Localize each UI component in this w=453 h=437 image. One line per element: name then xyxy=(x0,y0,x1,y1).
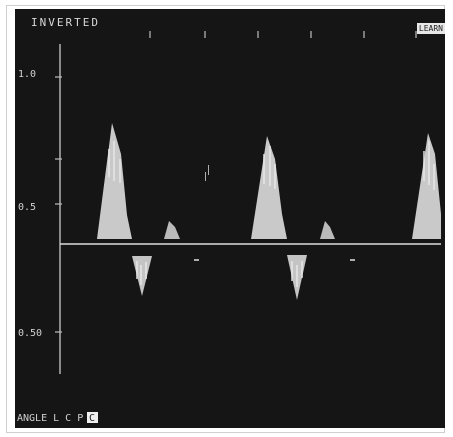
corner-tag: LEARN xyxy=(416,23,445,34)
y-tick-marks xyxy=(55,76,62,333)
doppler-speckle xyxy=(108,141,435,287)
header-label: INVERTED xyxy=(31,16,100,29)
y-label-bottom: 0.50 xyxy=(18,328,42,339)
waveform-canvas: INVERTED 1.0 0.5 0.50 ANGLE L C P C xyxy=(17,16,441,424)
y-label-top: 1.0 xyxy=(18,69,36,80)
selected-letter: C xyxy=(89,413,95,424)
secondary-positive-waves xyxy=(164,221,335,239)
selected-letter-box xyxy=(87,412,98,423)
bottom-label: ANGLE L C P xyxy=(17,413,83,424)
negative-doppler-troughs xyxy=(132,255,307,300)
top-tick-marks xyxy=(149,31,417,38)
ultrasound-screen: INVERTED 1.0 0.5 0.50 ANGLE L C P C LEAR… xyxy=(15,9,445,428)
y-label-middle: 0.5 xyxy=(18,202,36,213)
